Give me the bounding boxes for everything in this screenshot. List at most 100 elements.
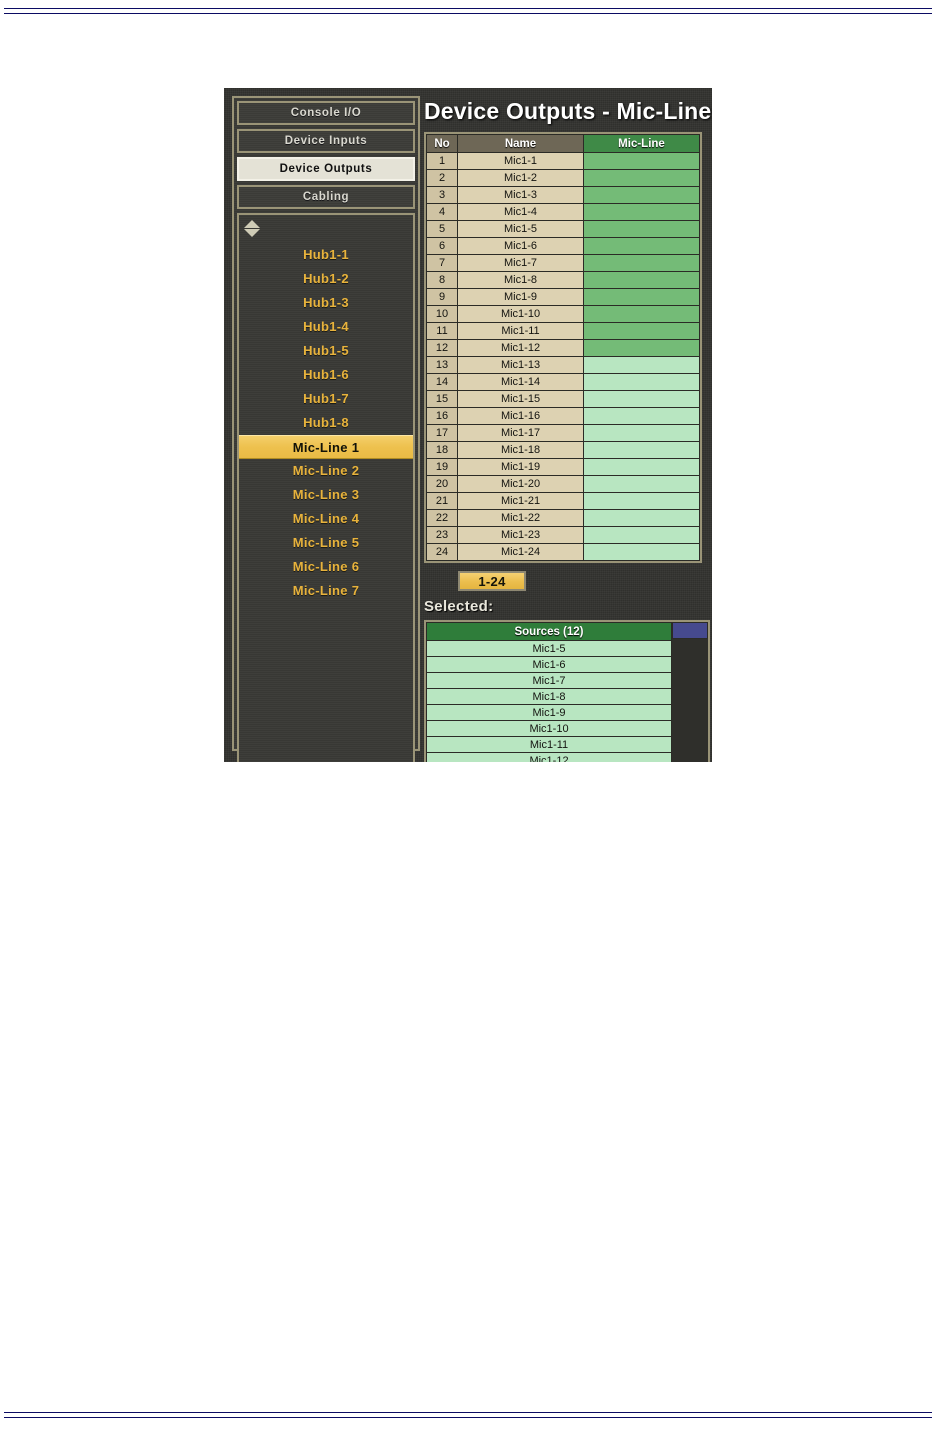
device-list-item[interactable]: Hub1-4 <box>239 315 413 339</box>
device-list-item[interactable]: Hub1-8 <box>239 411 413 435</box>
cell-mic-line-state[interactable] <box>583 237 700 255</box>
table-row[interactable]: 19 Mic1-19 <box>426 458 700 476</box>
column-header-mic-line[interactable]: Mic-Line <box>583 134 700 153</box>
table-row[interactable]: 13 Mic1-13 <box>426 356 700 374</box>
list-item[interactable]: Mic1-8 <box>426 688 672 705</box>
device-list-item[interactable]: Mic-Line 7 <box>239 579 413 603</box>
cell-mic-line-state[interactable] <box>583 288 700 306</box>
table-row[interactable]: 14 Mic1-14 <box>426 373 700 391</box>
column-header-name[interactable]: Name <box>457 134 584 153</box>
list-item[interactable]: Mic1-10 <box>426 720 672 737</box>
cell-mic-line-state[interactable] <box>583 543 700 561</box>
page-rule-top <box>4 8 932 14</box>
cell-mic-line-state[interactable] <box>583 220 700 238</box>
table-row[interactable]: 22 Mic1-22 <box>426 509 700 527</box>
cell-mic-line-state[interactable] <box>583 526 700 544</box>
cell-mic-line-state[interactable] <box>583 339 700 357</box>
device-list-item[interactable]: Hub1-6 <box>239 363 413 387</box>
cell-mic-line-state[interactable] <box>583 271 700 289</box>
selected-sources-container: Sources (12) Mic1-5 Mic1-6 Mic1-7 Mic1-8 Mic… <box>424 620 710 762</box>
device-list-item[interactable]: Hub1-1 <box>239 243 413 267</box>
cell-name: Mic1-12 <box>457 339 584 357</box>
cell-mic-line-state[interactable] <box>583 492 700 510</box>
device-list-item[interactable]: Hub1-3 <box>239 291 413 315</box>
triangle-up-icon <box>243 220 260 228</box>
table-row[interactable]: 6 Mic1-6 <box>426 237 700 255</box>
table-row[interactable]: 12 Mic1-12 <box>426 339 700 357</box>
cell-mic-line-state[interactable] <box>583 458 700 476</box>
device-list-item[interactable]: Mic-Line 2 <box>239 459 413 483</box>
table-row[interactable]: 16 Mic1-16 <box>426 407 700 425</box>
cell-mic-line-state[interactable] <box>583 407 700 425</box>
source-name: Mic1-7 <box>426 672 672 689</box>
cell-mic-line-state[interactable] <box>583 203 700 221</box>
cell-mic-line-state[interactable] <box>583 441 700 459</box>
cell-mic-line-state[interactable] <box>583 373 700 391</box>
nav-button-console-io[interactable]: Console I/O <box>237 101 415 125</box>
device-list-item-label: Hub1-8 <box>303 415 349 430</box>
list-item[interactable]: Mic1-7 <box>426 672 672 689</box>
nav-button-cabling[interactable]: Cabling <box>237 185 415 209</box>
cell-mic-line-state[interactable] <box>583 186 700 204</box>
table-row[interactable]: 24 Mic1-24 <box>426 543 700 561</box>
device-list-item[interactable]: Mic-Line 5 <box>239 531 413 555</box>
range-button-1-24[interactable]: 1-24 <box>458 571 526 591</box>
nav-label: Device Outputs <box>279 163 373 175</box>
cell-mic-line-state[interactable] <box>583 305 700 323</box>
scroll-down-icon[interactable] <box>243 761 260 762</box>
table-row[interactable]: 11 Mic1-11 <box>426 322 700 340</box>
table-row[interactable]: 18 Mic1-18 <box>426 441 700 459</box>
outputs-table-body: 1 Mic1-1 2 Mic1-2 3 Mic1-3 4 Mic1-4 5 Mic1-5 6 Mic1… <box>426 152 700 561</box>
cell-mic-line-state[interactable] <box>583 509 700 527</box>
cell-mic-line-state[interactable] <box>583 169 700 187</box>
cell-name: Mic1-24 <box>457 543 584 561</box>
list-item[interactable]: Mic1-5 <box>426 640 672 657</box>
table-row[interactable]: 5 Mic1-5 <box>426 220 700 238</box>
device-list-item[interactable]: Hub1-7 <box>239 387 413 411</box>
table-row[interactable]: 23 Mic1-23 <box>426 526 700 544</box>
cell-name: Mic1-1 <box>457 152 584 170</box>
table-row[interactable]: 20 Mic1-20 <box>426 475 700 493</box>
nav-button-device-inputs[interactable]: Device Inputs <box>237 129 415 153</box>
device-list-item[interactable]: Hub1-2 <box>239 267 413 291</box>
scroll-up-icon[interactable] <box>243 219 260 238</box>
cell-mic-line-state[interactable] <box>583 390 700 408</box>
destinations-header-block[interactable] <box>672 622 708 639</box>
list-item[interactable]: Mic1-9 <box>426 704 672 721</box>
nav-button-device-outputs[interactable]: Device Outputs <box>237 157 415 181</box>
device-list-item[interactable]: Mic-Line 3 <box>239 483 413 507</box>
table-row[interactable]: 2 Mic1-2 <box>426 169 700 187</box>
cell-name: Mic1-8 <box>457 271 584 289</box>
table-row[interactable]: 17 Mic1-17 <box>426 424 700 442</box>
table-row[interactable]: 4 Mic1-4 <box>426 203 700 221</box>
column-header-no[interactable]: No <box>426 134 458 153</box>
device-outputs-table: No Name Mic-Line 1 Mic1-1 2 Mic1-2 3 Mic1-3 4 M… <box>426 134 700 561</box>
cell-mic-line-state[interactable] <box>583 475 700 493</box>
device-list-item[interactable]: Mic-Line 6 <box>239 555 413 579</box>
list-item[interactable]: Mic1-11 <box>426 736 672 753</box>
cell-name: Mic1-5 <box>457 220 584 238</box>
table-row[interactable]: 9 Mic1-9 <box>426 288 700 306</box>
table-row[interactable]: 1 Mic1-1 <box>426 152 700 170</box>
device-list-item[interactable]: Hub1-5 <box>239 339 413 363</box>
source-name: Mic1-11 <box>426 736 672 753</box>
source-name: Mic1-5 <box>426 640 672 657</box>
cell-name: Mic1-23 <box>457 526 584 544</box>
cell-mic-line-state[interactable] <box>583 322 700 340</box>
device-list-item[interactable]: Mic-Line 4 <box>239 507 413 531</box>
cell-mic-line-state[interactable] <box>583 254 700 272</box>
table-row[interactable]: 3 Mic1-3 <box>426 186 700 204</box>
cell-mic-line-state[interactable] <box>583 152 700 170</box>
cell-no: 15 <box>426 390 458 408</box>
cell-mic-line-state[interactable] <box>583 424 700 442</box>
list-item[interactable]: Mic1-6 <box>426 656 672 673</box>
table-row[interactable]: 8 Mic1-8 <box>426 271 700 289</box>
list-item[interactable]: Mic1-12 <box>426 752 672 762</box>
table-row[interactable]: 15 Mic1-15 <box>426 390 700 408</box>
device-list-item[interactable]: Mic-Line 1 <box>239 435 413 459</box>
cell-mic-line-state[interactable] <box>583 356 700 374</box>
table-row[interactable]: 21 Mic1-21 <box>426 492 700 510</box>
sources-column-header[interactable]: Sources (12) <box>426 622 672 641</box>
table-row[interactable]: 10 Mic1-10 <box>426 305 700 323</box>
table-row[interactable]: 7 Mic1-7 <box>426 254 700 272</box>
